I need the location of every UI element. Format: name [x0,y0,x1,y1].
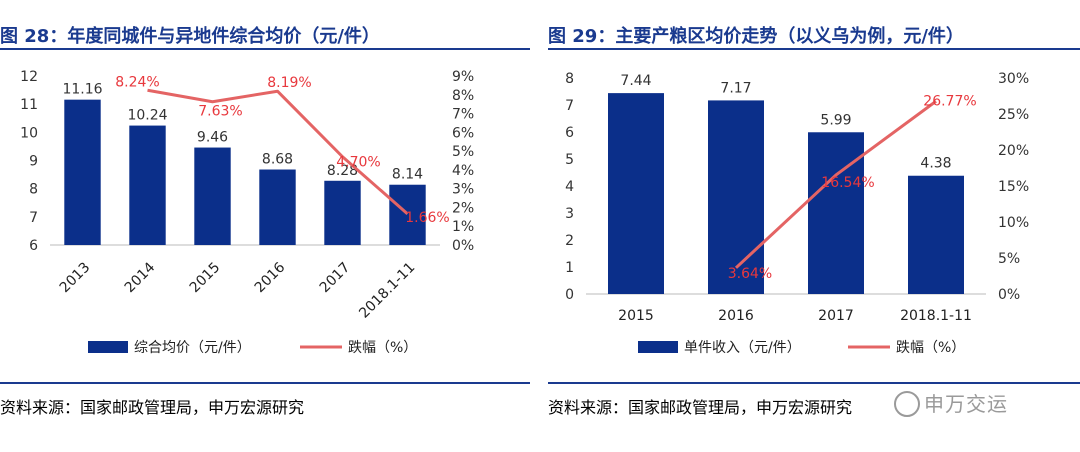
legend-bar-swatch [88,341,128,353]
y-tick-left: 6 [29,238,38,254]
x-tick-label: 2018.1-11 [356,260,418,322]
x-tick-label: 2015 [187,260,224,297]
y-tick-left: 7 [29,210,38,226]
title-rule [548,48,1080,50]
y-tick-left: 7 [565,98,574,114]
legend-bar-label: 单件收入（元/件） [684,340,801,356]
y-tick-right: 20% [998,143,1029,159]
line-value-label: 26.77% [923,93,976,109]
bar-value-label: 8.28 [327,163,358,179]
y-tick-right: 5% [998,251,1020,267]
line-value-label: 8.19% [267,75,311,91]
line-value-label: 8.24% [115,74,159,90]
y-tick-left: 0 [565,287,574,303]
line-value-label: 3.64% [728,266,772,282]
x-tick-label: 2013 [57,260,94,297]
line-value-label: 7.63% [198,104,242,120]
x-tick-label: 2016 [252,259,289,296]
y-tick-left: 2 [565,233,574,249]
watermark: 申万交运 [894,388,1008,419]
source-rule [548,382,1080,384]
bar [908,175,964,294]
y-tick-right: 0% [998,287,1020,303]
y-tick-left: 5 [565,152,574,168]
y-tick-right: 0% [452,238,474,254]
line-value-label: 16.54% [821,175,874,191]
bar-value-label: 8.14 [392,167,423,183]
bar [324,180,361,245]
y-tick-right: 1% [452,219,474,235]
bar-value-label: 7.17 [720,80,751,96]
line-value-label: 1.66% [405,210,449,226]
source-rule [0,382,530,384]
line-value-label: 4.70% [336,155,380,171]
y-tick-left: 11 [20,97,38,113]
y-tick-right: 5% [452,144,474,160]
title-rule [0,48,530,50]
y-tick-right: 6% [452,125,474,141]
bar-value-label: 10.24 [127,108,167,124]
bar-line-chart: 0 1 2 3 4 5 6 7 8 0% 5% 10% 15% 20% 25% 30% 7.44 7.17 5.99… [565,71,1029,356]
bar [608,93,664,295]
source-note: 资料来源：国家邮政管理局，申万宏源研究 [0,398,305,417]
y-tick-right: 7% [452,107,474,123]
y-tick-right: 2% [452,200,474,216]
bar [389,184,426,245]
x-tick-label: 2016 [718,308,754,324]
y-tick-right: 8% [452,88,474,104]
bar-value-label: 7.44 [620,73,651,89]
y-tick-left: 10 [20,125,38,141]
y-tick-left: 12 [20,69,38,85]
bar-value-label: 4.38 [920,156,951,172]
wechat-icon [894,390,920,417]
legend-bar-swatch [638,341,678,353]
bar [64,99,101,245]
bar [808,132,864,294]
y-tick-right: 30% [998,71,1029,87]
line-series [734,100,937,269]
x-tick-label: 2018.1-11 [900,308,972,324]
y-tick-right: 9% [452,69,474,85]
bar-value-label: 8.68 [262,152,293,168]
x-tick-label: 2017 [818,308,854,324]
figure-title: 图 28：年度同城件与异地件综合均价（元/件） [0,26,380,47]
bar [259,169,296,245]
y-tick-right: 3% [452,182,474,198]
y-tick-left: 8 [29,182,38,198]
chart-panel-right: 图 29：主要产粮区均价走势（以义乌为例，元/件） 0 1 2 3 4 5 6 7 8 0% 5% 1… [548,0,1080,452]
figure-title: 图 29：主要产粮区均价走势（以义乌为例，元/件） [548,26,964,47]
legend-bar-label: 综合均价（元/件） [134,340,251,356]
y-tick-right: 4% [452,163,474,179]
x-tick-label: 2017 [317,260,354,297]
bar-value-label: 5.99 [820,112,851,128]
line-series [147,88,409,215]
x-tick-label: 2015 [618,308,654,324]
watermark-text: 申万交运 [924,392,1008,416]
bar [194,147,231,245]
y-tick-right: 25% [998,107,1029,123]
y-tick-right: 15% [998,179,1029,195]
y-tick-left: 8 [565,71,574,87]
bar [708,100,764,294]
bar-value-label: 11.16 [62,82,102,98]
source-note: 资料来源：国家邮政管理局，申万宏源研究 [548,398,853,417]
bar-value-label: 9.46 [197,130,228,146]
y-tick-left: 6 [565,125,574,141]
bar [129,125,166,245]
y-tick-left: 9 [29,154,38,170]
bar-line-chart: 6 7 8 9 10 11 12 0% 1% 2% 3% 4% 5% 6% 7% 8% 9% 11.16 10.24… [20,69,474,356]
legend-line-label: 跌幅（%） [896,340,965,356]
x-tick-label: 2014 [122,259,159,296]
legend-line-label: 跌幅（%） [348,340,417,356]
y-tick-left: 4 [565,179,574,195]
y-tick-right: 10% [998,215,1029,231]
y-tick-left: 3 [565,206,574,222]
chart-panel-left: 图 28：年度同城件与异地件综合均价（元/件） 6 7 8 9 10 11 12 0% 1% 2%… [0,0,530,452]
y-tick-left: 1 [565,260,574,276]
